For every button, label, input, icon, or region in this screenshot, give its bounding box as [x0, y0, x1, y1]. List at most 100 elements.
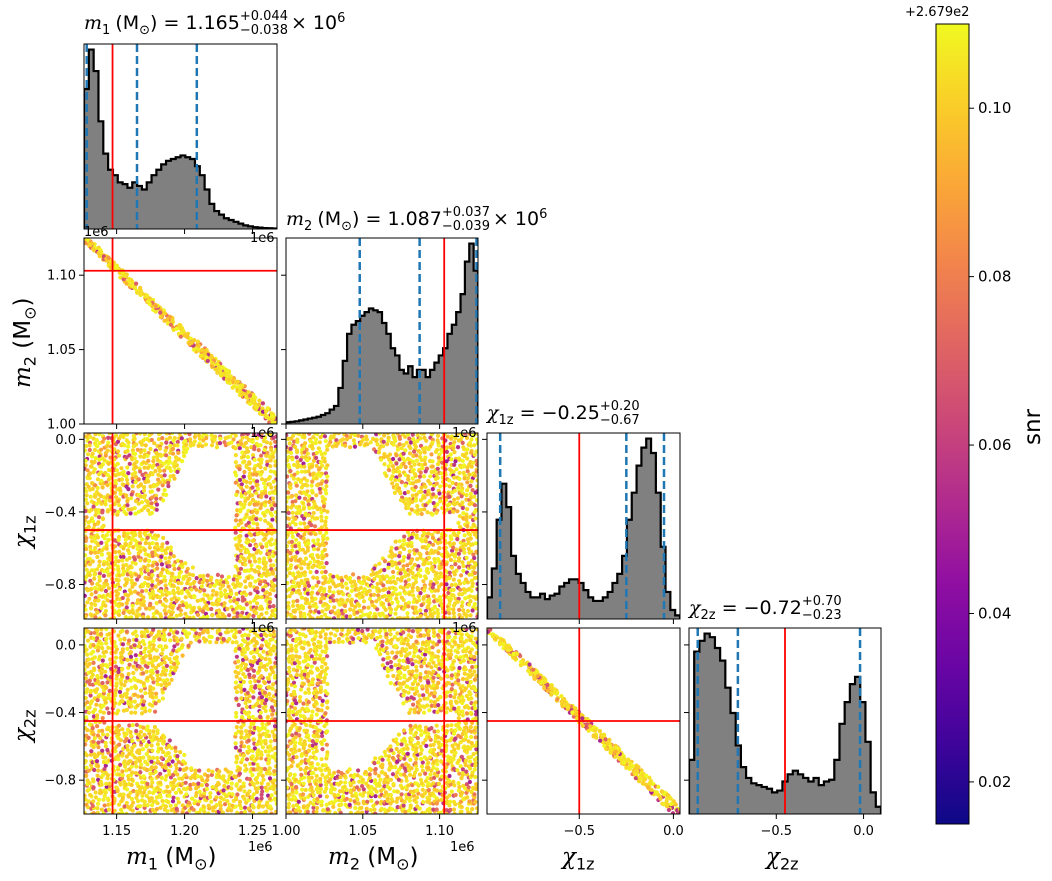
sample-point	[215, 636, 220, 642]
sample-point	[314, 472, 319, 477]
sample-point	[426, 570, 431, 575]
hist-bar	[823, 781, 830, 814]
sample-point	[236, 729, 241, 734]
hist-bar	[456, 312, 462, 424]
sample-point	[168, 545, 173, 550]
sample-point	[252, 457, 257, 462]
sample-point	[465, 608, 471, 614]
hist-bar	[865, 741, 872, 814]
sample-point	[295, 439, 300, 444]
sample-point	[434, 447, 440, 453]
sample-point	[90, 803, 95, 809]
sample-point	[154, 735, 159, 740]
hist-bar	[137, 185, 143, 229]
hist-bar	[699, 640, 706, 814]
sample-point	[440, 449, 445, 454]
sample-point	[302, 532, 307, 537]
sample-point	[132, 456, 137, 461]
sample-point	[376, 450, 382, 455]
sample-point	[460, 560, 465, 565]
sample-point	[296, 606, 301, 611]
sample-point	[405, 584, 410, 589]
sample-point	[116, 569, 121, 574]
sample-point	[99, 675, 104, 680]
sample-point	[306, 469, 311, 474]
sample-point	[115, 439, 121, 444]
sample-point	[386, 590, 391, 595]
sample-point	[147, 755, 152, 760]
sample-point	[262, 491, 268, 496]
sample-point	[131, 664, 136, 669]
sample-point	[314, 455, 319, 460]
sample-point	[93, 602, 98, 608]
sample-point	[433, 577, 438, 582]
sample-point	[415, 587, 421, 593]
sample-point	[206, 607, 211, 612]
sample-point	[437, 491, 442, 496]
sample-point	[447, 576, 452, 581]
sample-point	[239, 520, 244, 525]
sample-point	[84, 463, 88, 468]
sample-point	[436, 611, 441, 616]
sample-point	[393, 553, 398, 558]
sample-point	[142, 558, 148, 563]
sample-point	[97, 433, 102, 437]
sample-point	[379, 457, 384, 462]
hist-bar	[170, 159, 177, 229]
sample-point	[237, 464, 242, 469]
sample-point	[240, 383, 245, 388]
sample-point	[265, 595, 270, 600]
sample-point	[153, 483, 158, 488]
sample-point	[254, 544, 259, 549]
sample-point	[99, 671, 104, 676]
hist-bar	[617, 573, 623, 619]
sample-point	[243, 585, 248, 590]
sample-point	[120, 751, 125, 756]
sample-point	[89, 601, 94, 606]
sample-point	[475, 484, 478, 489]
sample-point	[233, 525, 238, 531]
sample-point	[124, 474, 129, 479]
sample-point	[194, 576, 199, 581]
sample-point	[133, 710, 138, 715]
sample-point	[175, 439, 180, 445]
sample-point	[166, 762, 171, 767]
sample-point	[112, 808, 117, 813]
sample-point	[124, 695, 129, 700]
sample-point	[137, 755, 143, 761]
sample-point	[84, 802, 89, 807]
sample-point	[426, 447, 431, 452]
sample-point	[105, 732, 110, 737]
sample-point	[200, 444, 205, 449]
sample-point	[167, 681, 172, 686]
sample-point	[430, 487, 435, 492]
sample-point	[100, 525, 105, 530]
sample-point	[125, 503, 130, 508]
sample-point	[322, 596, 327, 601]
sample-point	[103, 790, 108, 795]
sample-point	[269, 414, 274, 419]
sample-point	[425, 510, 430, 515]
sample-point	[406, 543, 411, 548]
sample-point	[177, 322, 182, 328]
sample-point	[287, 594, 292, 599]
sample-point	[84, 522, 87, 527]
sample-point	[84, 509, 88, 514]
sample-point	[456, 438, 461, 443]
sample-point	[254, 405, 259, 410]
sample-point	[430, 585, 435, 590]
sample-point	[447, 510, 452, 515]
sample-point	[163, 611, 168, 617]
sample-point	[464, 435, 470, 440]
sample-point	[95, 610, 100, 615]
sample-point	[103, 502, 108, 507]
sample-point	[84, 567, 89, 572]
sample-point	[216, 782, 221, 787]
sample-point	[299, 566, 304, 571]
sample-point	[407, 549, 412, 554]
sample-point	[382, 452, 387, 457]
sample-point	[412, 449, 417, 454]
sample-point	[104, 540, 109, 545]
sample-point	[263, 478, 268, 483]
sample-point	[107, 631, 112, 637]
